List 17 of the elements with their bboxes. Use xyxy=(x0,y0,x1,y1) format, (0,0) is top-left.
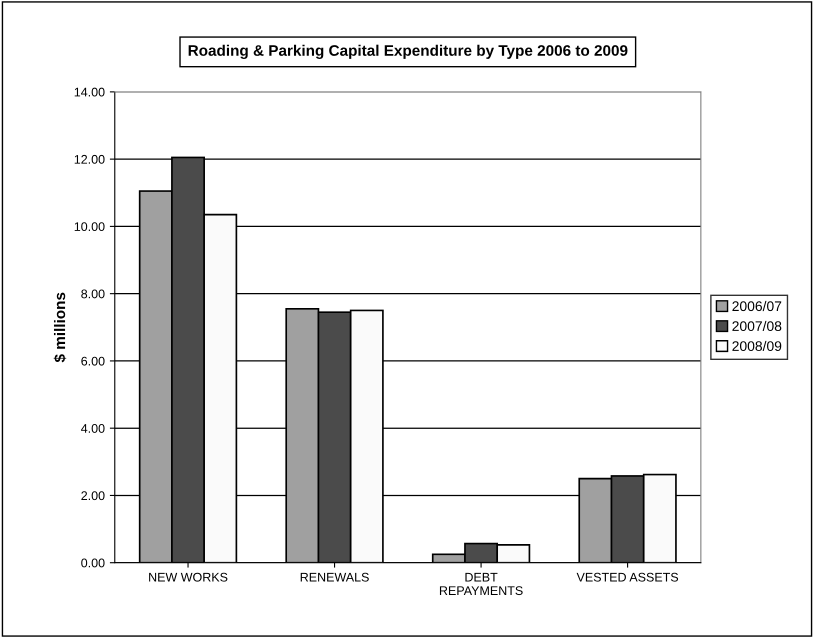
y-tick-label: 0.00 xyxy=(81,558,105,568)
legend-label: 2006/07 xyxy=(732,300,782,312)
legend-label: 2008/09 xyxy=(732,340,782,352)
x-tick-label: NEW WORKS xyxy=(149,572,228,582)
y-tick-label: 12.00 xyxy=(74,154,105,164)
y-tick-label: 14.00 xyxy=(74,88,105,97)
y-tick-label: 6.00 xyxy=(81,356,105,366)
y-axis-title: $ millions xyxy=(54,292,66,362)
y-tick-label: 8.00 xyxy=(81,289,105,298)
x-tick-label: VESTED ASSETS xyxy=(576,572,678,582)
legend-label: 2007/08 xyxy=(732,320,782,332)
y-tick-label: 2.00 xyxy=(81,491,105,500)
y-tick-label: 10.00 xyxy=(74,222,105,232)
y-tick-label: 4.00 xyxy=(81,424,105,433)
x-tick-label: DEBT REPAYMENTS xyxy=(440,572,523,596)
chart-title: Roading & Parking Capital Expenditure by Type 2006 to 2009 xyxy=(188,44,628,59)
x-tick-label: RENEWALS xyxy=(300,572,369,582)
